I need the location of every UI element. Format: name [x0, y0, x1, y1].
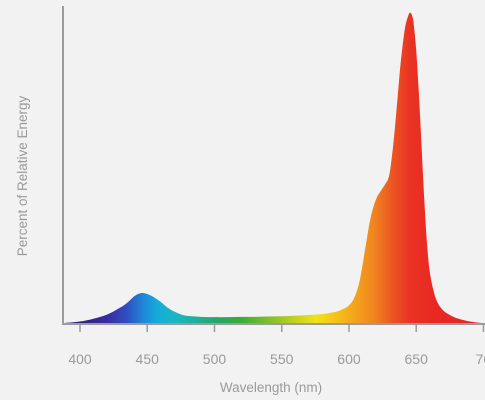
y-axis-title: Percent of Relative Energy: [15, 95, 30, 256]
x-tick-label: 600: [337, 351, 361, 367]
spectrum-area: [63, 12, 485, 324]
x-tick-label: 550: [270, 351, 294, 367]
x-tick-label: 70: [476, 351, 485, 367]
x-tick-label: 650: [405, 351, 429, 367]
x-axis-title: Wavelength (nm): [220, 380, 322, 395]
x-tick-layer: 400 450 500 550 600 650 70: [68, 324, 485, 367]
x-tick-label: 450: [136, 351, 160, 367]
spectrum-area-layer: [63, 12, 485, 324]
x-tick-label: 500: [203, 351, 227, 367]
x-tick-label: 400: [68, 351, 92, 367]
